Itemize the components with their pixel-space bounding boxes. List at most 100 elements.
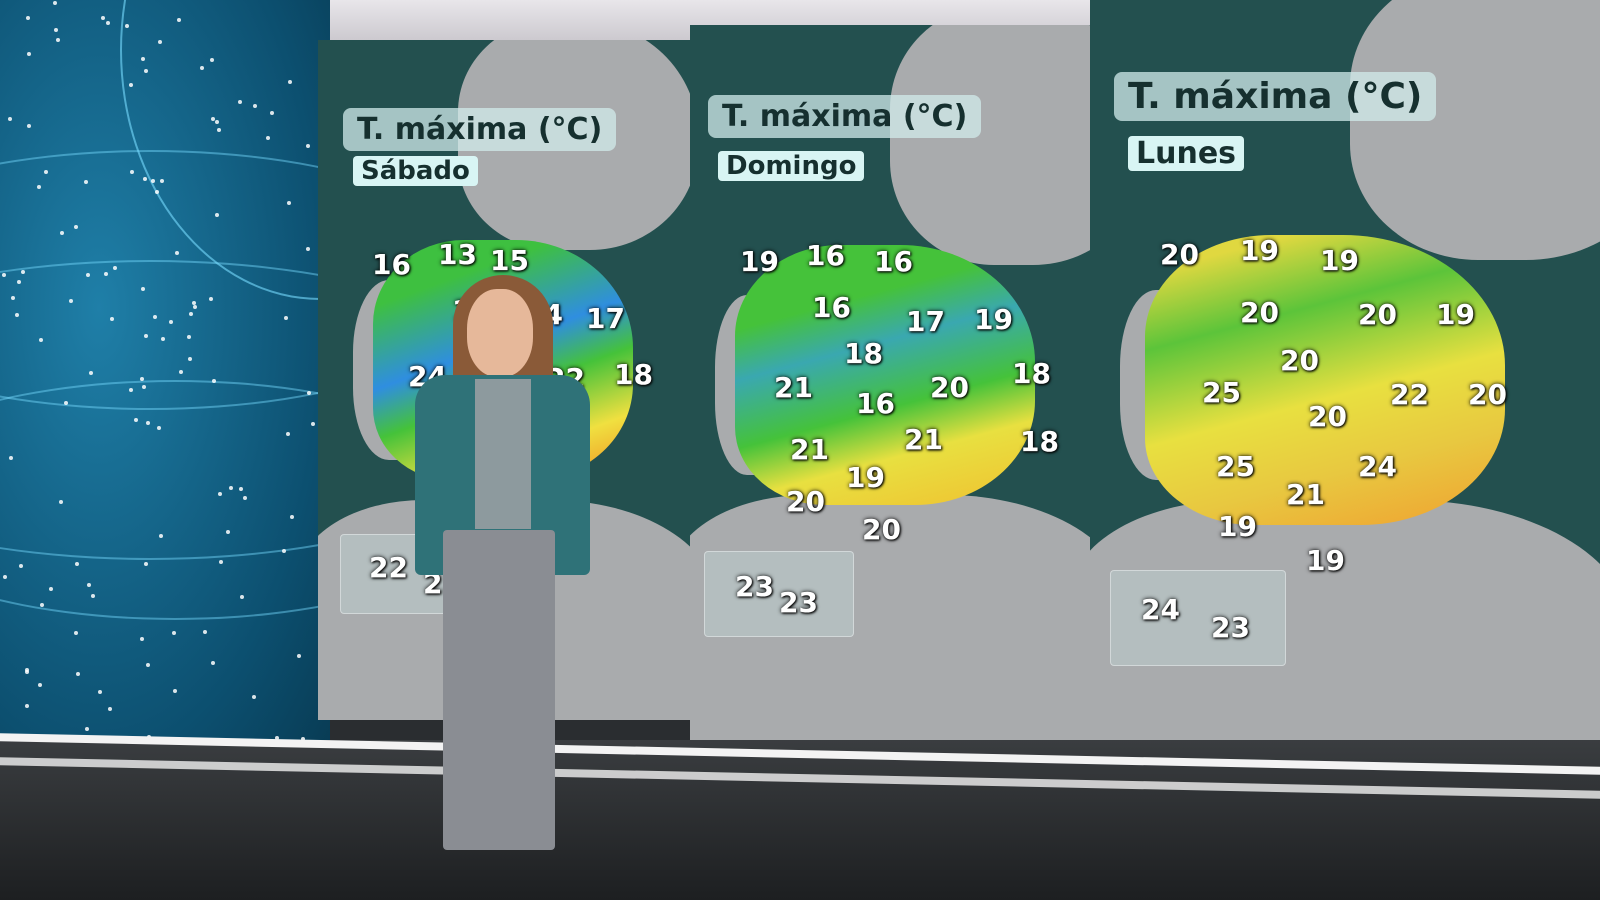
particle [159,178,164,183]
particle [219,560,224,565]
particle [155,190,160,195]
particle [229,485,234,490]
temp-value: 23 [735,570,774,603]
particle [100,16,105,21]
particle [142,176,147,181]
particle [124,24,129,29]
day-label: Lunes [1128,136,1245,171]
particle [85,273,90,278]
particle [108,707,113,711]
presenter-trousers [443,530,555,850]
particle [208,297,213,302]
particle [89,371,94,376]
particle [226,530,231,535]
particle [97,689,102,694]
map-panel-monday: T. máxima (°C) Lunes 20 19 19 20 20 19 2… [1090,0,1600,790]
temp-value: 24 [1141,593,1180,626]
temp-value: 19 [1218,510,1257,543]
particle [311,421,316,426]
temp-value: 17 [586,302,625,335]
map-title: T. máxima (°C) [1114,72,1437,121]
temp-value: 19 [740,245,779,278]
temp-value: 25 [1202,376,1241,409]
particle [64,401,69,406]
particle [144,333,149,338]
temp-value: 19 [1320,244,1359,277]
particle [217,491,222,496]
temp-value: 16 [372,248,411,281]
particle [73,631,78,636]
canary-islands-inset: 23 23 [704,551,854,637]
particle [103,271,108,276]
particle [288,79,293,84]
particle [199,65,204,70]
particle [169,320,173,325]
studio-floor [0,733,1600,900]
temp-value: 24 [1358,450,1397,483]
particle [203,630,208,635]
temp-value: 20 [1358,298,1397,331]
temp-value: 20 [1468,378,1507,411]
temp-value: 16 [806,239,845,272]
africa-land [690,495,1090,745]
particle [187,356,192,361]
temp-value: 17 [906,305,945,338]
particle [53,28,58,33]
particle [140,637,145,642]
left-video-wall [0,0,330,770]
particle [58,499,63,504]
particle [240,594,245,599]
canary-islands-inset: 24 23 [1110,570,1286,666]
particle [140,286,145,291]
particle [175,251,180,256]
particle [49,587,54,592]
particle [188,312,193,317]
particle [290,515,295,520]
particle [84,179,89,184]
temp-value: 25 [1216,450,1255,483]
temp-value: 18 [1012,357,1051,390]
particle [56,38,61,43]
temp-value: 21 [1286,478,1325,511]
particle [25,703,30,708]
particle [237,100,242,105]
particle [105,20,110,25]
particle [242,496,247,501]
particle [26,15,31,20]
particle [305,246,310,251]
particle [192,305,197,310]
temp-value: 18 [1020,425,1059,458]
particle [134,418,139,423]
particle [159,534,164,539]
particle [215,120,220,125]
particle [171,631,176,636]
particle [265,135,270,140]
particle [129,82,134,87]
particle [156,426,161,431]
temp-value: 22 [1390,378,1429,411]
particle [15,313,20,318]
temp-value: 18 [614,358,653,391]
temp-value: 19 [974,303,1013,336]
particle [26,51,31,56]
temp-value: 22 [369,551,408,584]
temp-value: 16 [856,387,895,420]
particle [187,335,192,340]
weather-presenter [405,275,595,875]
particle [177,18,182,23]
particle [73,224,78,229]
particle [210,58,215,63]
particle [216,128,221,133]
particle [68,299,73,304]
particle [140,57,145,62]
temp-value: 23 [779,586,818,619]
particle [9,456,14,461]
particle [307,390,312,395]
temp-value: 18 [844,337,883,370]
particle [2,574,7,579]
particle [128,387,133,392]
temp-value: 20 [786,485,825,518]
temp-value: 21 [904,423,943,456]
particle [74,562,79,567]
temp-value: 20 [1280,344,1319,377]
